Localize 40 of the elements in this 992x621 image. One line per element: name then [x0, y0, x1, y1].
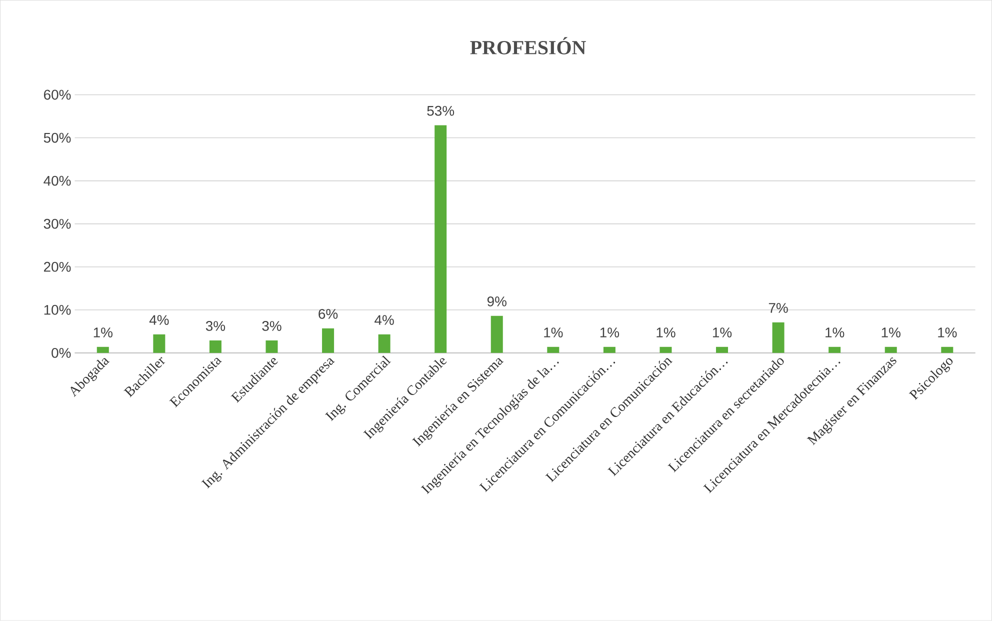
y-tick-label: 0%: [52, 348, 71, 358]
data-label: 1%: [826, 328, 844, 338]
data-label: 4%: [374, 315, 394, 325]
data-label: 1%: [882, 328, 900, 338]
bar: [153, 334, 166, 354]
y-tick-label: 10%: [44, 305, 71, 315]
data-label: 1%: [938, 328, 957, 338]
bar: [378, 334, 390, 354]
data-label: 1%: [712, 328, 732, 338]
bar: [660, 346, 672, 354]
y-tick-label: 60%: [44, 90, 71, 100]
data-label: 1%: [656, 328, 676, 338]
bar: [828, 346, 841, 354]
y-tick-label: 20%: [44, 262, 71, 272]
bar: [209, 340, 222, 354]
data-label: 7%: [768, 303, 788, 313]
bar: [322, 328, 334, 354]
bar: [884, 346, 897, 354]
data-label: 9%: [487, 296, 506, 306]
data-label: 1%: [600, 328, 620, 338]
y-tick-label: 30%: [44, 218, 71, 229]
bar: [603, 346, 616, 354]
y-tick-label: 40%: [44, 176, 71, 186]
bar: [434, 125, 447, 354]
bar: [716, 346, 728, 354]
data-label: 6%: [318, 309, 338, 319]
data-label: 1%: [94, 328, 112, 338]
data-label: 3%: [206, 321, 226, 332]
data-label: 3%: [262, 321, 282, 332]
bar: [772, 322, 784, 354]
bar: [490, 316, 503, 354]
y-tick-label: 50%: [44, 132, 71, 143]
bar: [547, 346, 560, 354]
data-label: 53%: [427, 106, 454, 116]
bar: [941, 346, 954, 354]
chart-title: PROFESIÓN: [470, 37, 586, 54]
bar: [96, 346, 109, 354]
bar: [266, 340, 278, 354]
data-label: 1%: [544, 328, 563, 338]
data-label: 4%: [149, 315, 169, 325]
